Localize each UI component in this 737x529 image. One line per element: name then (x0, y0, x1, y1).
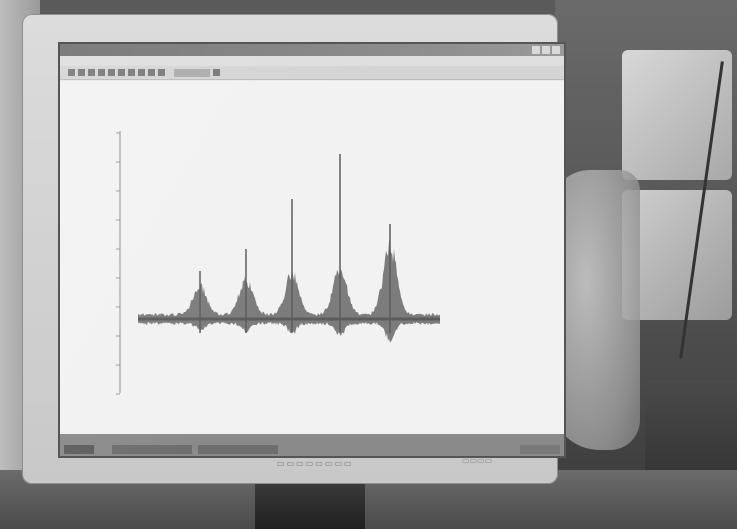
background-equipment-box (622, 190, 732, 320)
maximize-icon[interactable] (542, 46, 550, 54)
system-tray (520, 445, 560, 454)
monitor-brand-mark: ▭▭▭▭▭▭▭▭ (277, 459, 354, 468)
window-titlebar (60, 44, 564, 56)
monitor: ▭▭▭▭▭▭▭▭ ▭▭▭▭ (22, 14, 564, 484)
start-button[interactable] (64, 445, 94, 454)
minimize-icon[interactable] (532, 46, 540, 54)
toolbar-button[interactable] (68, 69, 75, 76)
toolbar-button[interactable] (128, 69, 135, 76)
toolbar-button[interactable] (138, 69, 145, 76)
toolbar-button[interactable] (98, 69, 105, 76)
taskbar (60, 434, 564, 456)
toolbar-button[interactable] (78, 69, 85, 76)
signal-trace (138, 154, 440, 343)
y-axis-ticks (116, 132, 120, 395)
menubar (60, 56, 564, 66)
toolbar-button[interactable] (88, 69, 95, 76)
toolbar-button[interactable] (118, 69, 125, 76)
signal-envelope (138, 236, 440, 343)
signal-plot (116, 131, 440, 395)
monitor-stand (255, 484, 365, 529)
background-plastic-bag (550, 170, 640, 450)
taskbar-item[interactable] (198, 445, 278, 454)
plot-area (60, 81, 564, 434)
taskbar-item[interactable] (112, 445, 192, 454)
toolbar-button[interactable] (148, 69, 155, 76)
screen (60, 44, 564, 456)
toolbar-button[interactable] (213, 69, 220, 76)
monitor-model-mark: ▭▭▭▭ (462, 456, 493, 465)
window-controls (532, 46, 560, 54)
close-icon[interactable] (552, 46, 560, 54)
toolbar (60, 66, 564, 80)
toolbar-button[interactable] (158, 69, 165, 76)
toolbar-field[interactable] (174, 68, 210, 77)
toolbar-button[interactable] (108, 69, 115, 76)
